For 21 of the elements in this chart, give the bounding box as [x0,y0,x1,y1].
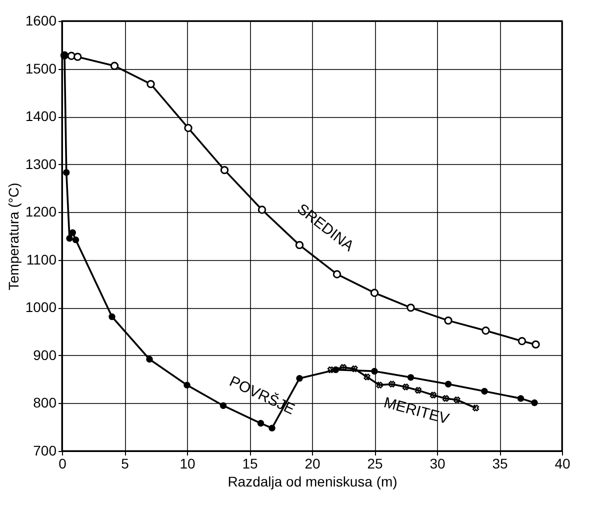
y-tick-label: 1600 [25,12,57,28]
y-tick-label: 800 [33,394,57,411]
y-tick-label: 1100 [26,251,57,268]
x-tick-label: 10 [180,456,196,472]
y-tick-label: 900 [33,346,57,363]
y-tick-label: 1500 [25,60,57,76]
x-tick-label: 40 [554,456,570,472]
x-tick-label: 15 [242,456,258,472]
y-tick-label: 1300 [25,156,57,172]
x-axis-title: Razdalja od meniskusa (m) [228,474,398,490]
x-tick-label: 0 [58,456,67,472]
y-tick-label: 1400 [25,108,57,124]
y-tick-label: 700 [33,442,57,458]
x-tick-label: 30 [430,456,446,472]
x-tick-label: 5 [121,456,130,472]
y-tick-label: 1000 [25,299,57,316]
y-axis-title: Temperatura (°C) [5,182,22,290]
x-tick-label: 25 [367,456,383,472]
x-tick-label: 35 [492,456,508,472]
y-tick-label: 1200 [25,204,57,220]
x-tick-label: 20 [304,456,320,472]
